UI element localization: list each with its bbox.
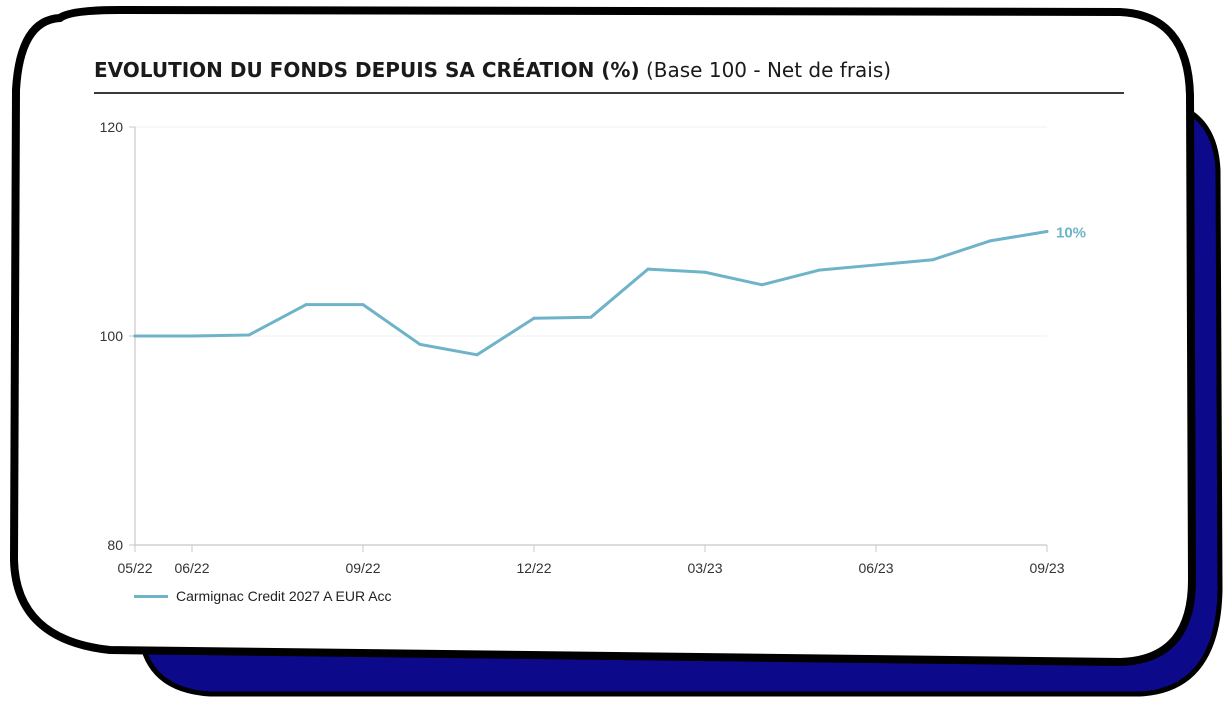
x-tick-label: 03/23 bbox=[687, 560, 722, 576]
data-point bbox=[133, 334, 137, 338]
data-point bbox=[646, 267, 650, 271]
y-tick-label: 100 bbox=[100, 328, 124, 344]
title-underline bbox=[94, 92, 1124, 94]
series-layer bbox=[133, 230, 1049, 357]
data-point bbox=[817, 268, 821, 272]
series-end-label: 10% bbox=[1056, 225, 1086, 242]
data-point bbox=[361, 303, 365, 307]
axis-layer bbox=[129, 126, 1048, 552]
data-point bbox=[931, 258, 935, 262]
legend-label: Carmignac Credit 2027 A EUR Acc bbox=[176, 588, 392, 604]
x-tick-label: 09/22 bbox=[345, 560, 380, 576]
data-point bbox=[988, 239, 992, 243]
x-tick-label: 12/22 bbox=[516, 560, 551, 576]
legend-swatch bbox=[134, 594, 168, 598]
data-point bbox=[418, 342, 422, 346]
x-tick-label: 06/22 bbox=[174, 560, 209, 576]
data-point bbox=[874, 263, 878, 267]
label-layer: 80 100 120 05/22 06/22 09/22 12/22 03/23 06/23 09… bbox=[100, 119, 1086, 576]
data-point bbox=[703, 270, 707, 274]
data-point bbox=[304, 303, 308, 307]
y-tick-label: 120 bbox=[100, 119, 124, 135]
data-point bbox=[589, 315, 593, 319]
y-tick-label: 80 bbox=[107, 537, 123, 553]
x-tick-label: 06/23 bbox=[858, 560, 893, 576]
x-tick-label: 05/22 bbox=[117, 560, 152, 576]
data-point bbox=[475, 353, 479, 357]
data-point bbox=[247, 333, 251, 337]
data-point bbox=[1045, 230, 1049, 233]
legend: Carmignac Credit 2027 A EUR Acc bbox=[134, 588, 392, 604]
chart-title-subtitle: (Base 100 - Net de frais) bbox=[645, 58, 892, 82]
grid-layer bbox=[135, 126, 1047, 337]
data-point bbox=[190, 334, 194, 338]
x-tick-label: 09/23 bbox=[1029, 560, 1064, 576]
data-point bbox=[760, 283, 764, 287]
chart-title: EVOLUTION DU FONDS DEPUIS SA CRÉATION (%… bbox=[94, 58, 891, 82]
chart-title-main: EVOLUTION DU FONDS DEPUIS SA CRÉATION (%… bbox=[94, 58, 640, 82]
data-point bbox=[532, 316, 536, 320]
